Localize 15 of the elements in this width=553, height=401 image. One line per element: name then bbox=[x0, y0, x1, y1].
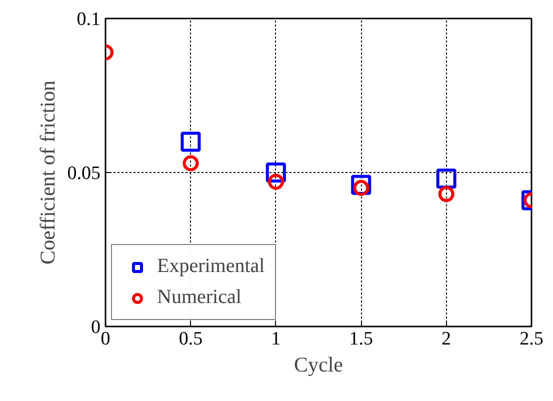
x-tick-label: 2.5 bbox=[520, 328, 544, 350]
point bbox=[180, 132, 201, 152]
point bbox=[266, 162, 286, 182]
point bbox=[268, 174, 284, 190]
point bbox=[182, 155, 199, 172]
x-tick-label: 1.5 bbox=[349, 328, 373, 350]
x-axis-title: Cycle bbox=[294, 352, 343, 376]
y-axis-title: Coefficient of friction bbox=[35, 80, 60, 264]
x-tick-label: 0.5 bbox=[178, 328, 203, 350]
x-tick-label: 1 bbox=[271, 328, 281, 350]
y-tick-label: 0.1 bbox=[76, 9, 100, 30]
y-tick-label: 0.05 bbox=[67, 163, 100, 184]
legend-label: Numerical bbox=[157, 286, 242, 309]
legend-label: Experimental bbox=[157, 255, 265, 278]
x-tick-label: 2 bbox=[442, 328, 452, 350]
